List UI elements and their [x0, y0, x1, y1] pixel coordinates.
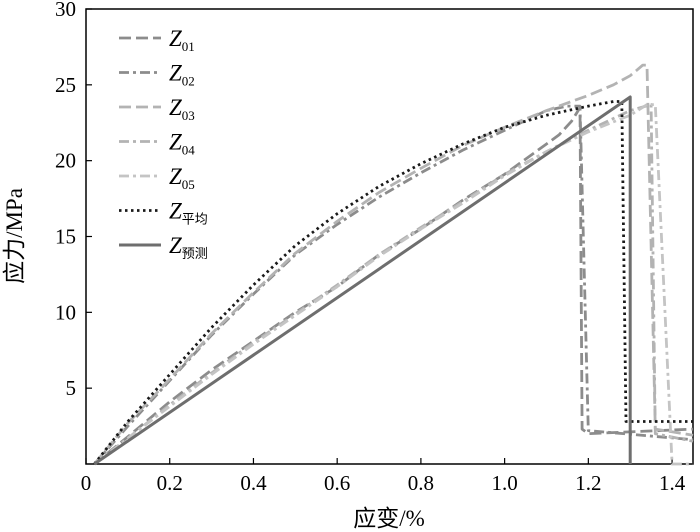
legend-label: Z03: [169, 95, 195, 123]
y-tick-label: 15: [55, 225, 76, 249]
x-tick-label: 1.4: [659, 471, 686, 495]
legend-label: Z02: [169, 61, 195, 89]
legend-label-sub: 平均: [182, 212, 208, 227]
y-tick-label: 10: [55, 300, 76, 324]
legend-label-main: Z: [169, 233, 182, 258]
x-axis-title: 应变/%: [353, 506, 425, 531]
legend-label-sub: 01: [182, 39, 195, 54]
legend-label-main: Z: [169, 164, 182, 189]
legend-label-sub: 03: [182, 108, 195, 123]
x-tick-label: 0.8: [408, 471, 434, 495]
legend-label-sub: 04: [182, 143, 196, 158]
x-tick-label: 0: [81, 471, 92, 495]
y-tick-label: 25: [55, 73, 76, 97]
legend-label: Z04: [169, 130, 195, 158]
axis-ticks: 0 0.2 0.4 0.6 0.8 1.0 1.2 1.4 5 10 15 20 25 30: [55, 0, 686, 495]
x-tick-label: 0.6: [324, 471, 350, 495]
series-line-2: [93, 104, 694, 465]
legend-label-main: Z: [169, 61, 182, 86]
legend-label-sub: 05: [182, 177, 195, 192]
series-line-5: [93, 103, 693, 466]
legend-label-sub: 02: [182, 74, 195, 89]
legend-label: Z预测: [169, 233, 208, 261]
x-tick-label: 0.2: [157, 471, 183, 495]
legend-label: Z05: [169, 164, 195, 192]
y-tick-label: 5: [66, 376, 77, 400]
series-line-1: [93, 106, 694, 466]
series-line-4: [93, 103, 694, 466]
legend-label-main: Z: [169, 199, 182, 224]
legend-label-main: Z: [169, 26, 182, 51]
x-tick-label: 0.4: [240, 471, 267, 495]
legend-label-main: Z: [169, 95, 182, 120]
x-tick-label: 1.2: [575, 471, 601, 495]
series-line-7: [93, 95, 632, 466]
series-lines: [93, 63, 694, 466]
legend-label: Z平均: [169, 199, 208, 227]
y-tick-label: 30: [55, 0, 76, 21]
y-tick-label: 20: [55, 149, 76, 173]
legend-label: Z01: [169, 26, 195, 54]
y-axis-title: 应力/MPa: [2, 188, 27, 284]
series-line-3: [93, 63, 694, 465]
x-tick-label: 1.0: [491, 471, 517, 495]
legend-label-main: Z: [169, 130, 182, 155]
legend-label-sub: 预测: [182, 246, 208, 261]
